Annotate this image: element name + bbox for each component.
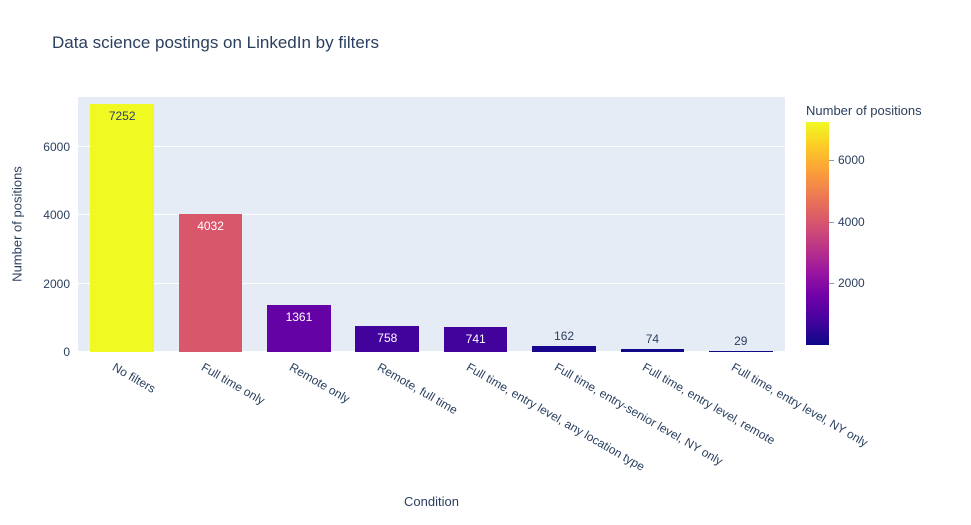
- bar: [90, 103, 154, 352]
- y-tick-label: 6000: [43, 139, 70, 154]
- bar-value-label: 7252: [108, 108, 136, 123]
- bar-value-label: 162: [554, 329, 575, 344]
- bar-value-label: 4032: [197, 218, 224, 233]
- bar-value-label: 74: [645, 332, 660, 347]
- y-axis-title: Number of positions: [9, 166, 25, 282]
- y-tick-label: 2000: [43, 276, 70, 291]
- bar-value-label: 1361: [285, 310, 313, 325]
- x-tick-label: Full time only: [198, 360, 267, 408]
- bar: [178, 214, 243, 352]
- colorbar-title: Number of positions: [806, 103, 922, 118]
- gridline: [78, 214, 785, 216]
- gridline: [78, 351, 785, 352]
- bar: [708, 350, 773, 352]
- bar-value-label: 741: [465, 331, 486, 346]
- y-tick-label: 0: [63, 345, 70, 359]
- bar: [532, 346, 596, 352]
- gridline: [78, 282, 785, 284]
- gridline: [78, 145, 785, 147]
- bar: [620, 349, 685, 352]
- colorbar-tick-label: 6000: [838, 153, 865, 168]
- plot-area: 7252 4032 1361 758 741 162 74 29: [78, 97, 785, 352]
- colorbar-tickmark: [829, 283, 834, 285]
- colorbar-tick-label: 4000: [838, 214, 865, 229]
- chart-title: Data science postings on LinkedIn by fil…: [52, 33, 379, 52]
- bar: [355, 326, 420, 352]
- colorbar-tickmark: [829, 160, 834, 162]
- bar: [443, 326, 508, 352]
- x-tick-label: No filters: [110, 360, 159, 396]
- x-tick-label: Full time, entry level, NY only: [728, 360, 871, 450]
- x-tick-label: Full time, entry level, any location typ…: [463, 360, 647, 474]
- x-tick-label: Remote, full time: [375, 360, 461, 418]
- colorbar-tickmark: [829, 221, 834, 223]
- bar-value-label: 758: [377, 331, 398, 346]
- x-axis-title: Condition: [404, 494, 459, 509]
- x-tick-label: Remote only: [286, 360, 353, 406]
- colorbar: [806, 122, 829, 345]
- x-tick-label: Full time, entry-senior level, NY only: [552, 360, 726, 469]
- y-tick-label: 4000: [43, 208, 70, 223]
- bar: [267, 305, 331, 352]
- bar-value-label: 29: [734, 333, 748, 348]
- colorbar-tick-label: 2000: [838, 276, 865, 291]
